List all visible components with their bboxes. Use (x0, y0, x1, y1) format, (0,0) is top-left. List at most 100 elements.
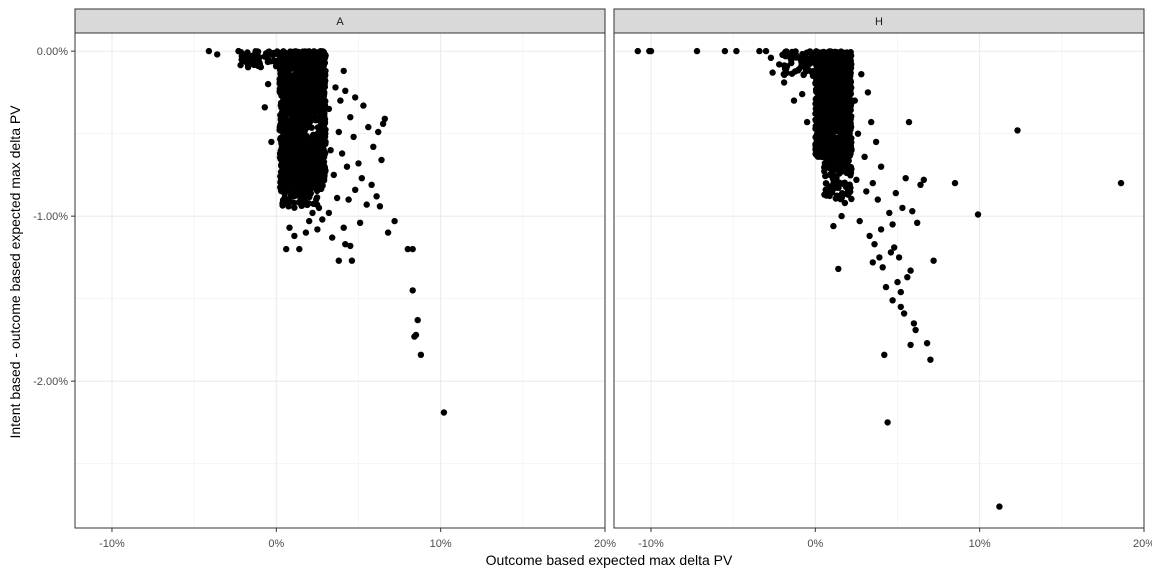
scatter-point (1014, 127, 1021, 134)
scatter-point (858, 71, 865, 78)
scatter-point (846, 83, 854, 91)
scatter-point (342, 241, 349, 248)
scatter-point (292, 181, 299, 188)
scatter-point (781, 71, 788, 79)
scatter-point (295, 102, 303, 109)
scatter-point (330, 171, 337, 179)
scatter-point (838, 212, 845, 220)
scatter-point (278, 100, 285, 108)
scatter-point (897, 303, 904, 311)
scatter-point (264, 80, 272, 88)
scatter-point (345, 196, 352, 203)
panel-border (613, 32, 1145, 529)
scatter-point (312, 178, 320, 185)
scatter-point (316, 101, 323, 108)
scatter-point (877, 226, 885, 233)
scatter-point (776, 61, 783, 68)
scatter-point (693, 47, 701, 55)
scatter-point (793, 54, 800, 61)
scatter-point (830, 222, 837, 230)
x-tick-label: 20% (594, 538, 616, 550)
facet-panel-h: H (613, 8, 1145, 529)
scatter-point (309, 150, 317, 157)
scatter-point (816, 49, 823, 56)
scatter-point (884, 419, 891, 426)
scatter-point (847, 120, 854, 127)
facet-strip-label: H (875, 16, 883, 28)
x-tick-label: 10% (969, 538, 991, 550)
scatter-point (833, 139, 840, 146)
scatter-point (835, 101, 842, 108)
scatter-point (831, 112, 839, 119)
scatter-point (286, 224, 293, 231)
scatter-point (832, 151, 839, 158)
scatter-point (887, 249, 895, 256)
scatter-point (301, 126, 308, 133)
scatter-point (283, 176, 290, 184)
scatter-point (293, 81, 301, 89)
scatter-point (314, 106, 321, 114)
grid-lines (75, 33, 606, 528)
y-tick-label: -2.00% (33, 376, 68, 388)
panel-background (75, 33, 605, 528)
scatter-point (647, 47, 655, 55)
scatter-point (897, 288, 904, 296)
scatter-point (841, 59, 848, 66)
panel-background (614, 33, 1144, 528)
scatter-point (848, 147, 855, 154)
scatter-point (845, 191, 852, 198)
scatter-point (378, 156, 385, 164)
scatter-point (311, 90, 318, 97)
scatter-point (281, 111, 288, 118)
scatter-point (733, 47, 740, 55)
scatter-point (874, 196, 881, 203)
scatter-point (293, 150, 300, 158)
scatter-point (769, 69, 776, 76)
scatter-point (892, 189, 899, 197)
scatter-point (333, 194, 341, 202)
x-tick-label: 10% (430, 538, 452, 550)
scatter-point (337, 97, 344, 104)
scatter-point (320, 56, 327, 64)
scatter-point (895, 254, 903, 261)
scatter-point (411, 333, 418, 340)
scatter-point (314, 226, 321, 233)
scatter-point (762, 47, 770, 55)
scatter-point (384, 229, 392, 236)
scatter-point (917, 181, 924, 188)
scatter-point (268, 138, 275, 146)
scatter-point (767, 54, 775, 61)
scatter-point (800, 58, 808, 65)
scatter-point (817, 122, 825, 129)
scatter-point (806, 57, 814, 65)
scatter-point (905, 118, 913, 126)
scatter-point (381, 115, 388, 123)
scatter-point (889, 297, 896, 304)
scatter-point (205, 47, 213, 55)
scatter-point (310, 141, 318, 149)
scatter-point (838, 192, 845, 199)
scatter-point (299, 195, 307, 202)
scatter-point (783, 65, 790, 73)
scatter-point (825, 148, 832, 155)
scatter-point (301, 109, 309, 117)
scatter-point (814, 69, 822, 77)
facet-strip-label: A (336, 16, 344, 28)
scatter-point (289, 100, 296, 108)
scatter-point (839, 180, 846, 187)
scatter-point (291, 204, 298, 211)
scatter-point (335, 128, 342, 136)
scatter-point (844, 159, 851, 166)
scatter-point (914, 219, 921, 226)
y-axis-ticks: 0.00% -1.00% -2.00% (33, 46, 75, 388)
scatter-point (864, 89, 872, 96)
scatter-point (871, 241, 878, 248)
scatter-point (297, 70, 304, 77)
scatter-point (409, 287, 416, 294)
scatter-point (907, 267, 914, 274)
scatter-point (319, 147, 327, 154)
scatter-point (311, 52, 318, 59)
scatter-point (288, 73, 295, 80)
scatter-point (835, 128, 842, 135)
